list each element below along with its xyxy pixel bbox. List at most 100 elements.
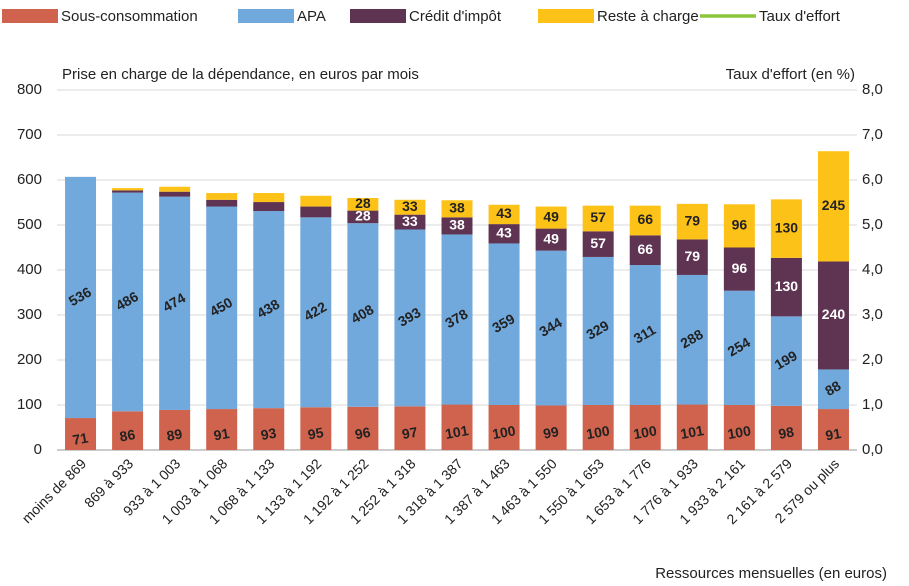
y-tick-label: 600 xyxy=(17,171,42,188)
legend-label: APA xyxy=(297,8,326,25)
bar-segment xyxy=(347,210,379,224)
data-label: 33 xyxy=(402,213,418,229)
data-label: 43 xyxy=(496,205,512,221)
bar-segment xyxy=(629,235,661,266)
x-axis-title: Ressources mensuelles (en euros) xyxy=(655,565,887,582)
data-label: 79 xyxy=(685,212,701,228)
legend-label: Crédit d'impôt xyxy=(409,8,502,25)
data-label: 57 xyxy=(590,209,606,225)
bar-segment xyxy=(770,257,802,317)
data-label: 86 xyxy=(118,426,136,444)
data-label: 100 xyxy=(491,422,517,442)
bar-segment xyxy=(112,190,144,193)
data-label: 49 xyxy=(543,208,559,224)
y2-tick-label: 3,0 xyxy=(862,306,883,323)
bar-segment xyxy=(206,199,238,207)
bar-segment xyxy=(817,369,849,410)
y-tick-label: 400 xyxy=(17,261,42,278)
data-label: 33 xyxy=(402,198,418,214)
bar-segment xyxy=(629,405,661,450)
y2-tick-label: 7,0 xyxy=(862,126,883,143)
data-label: 245 xyxy=(822,197,846,213)
bar-segment xyxy=(253,202,285,212)
data-label: 91 xyxy=(824,425,842,443)
y-tick-label: 100 xyxy=(17,396,42,413)
y2-tick-label: 8,0 xyxy=(862,81,883,98)
y-tick-label: 300 xyxy=(17,306,42,323)
bar-segment xyxy=(253,193,285,203)
bar-segment xyxy=(723,247,755,291)
bar-segment xyxy=(159,191,191,197)
bar-segment xyxy=(488,243,520,405)
data-label: 95 xyxy=(307,424,325,442)
bar-segment xyxy=(112,411,144,450)
bar-segment xyxy=(394,214,426,230)
bar-segment xyxy=(347,406,379,450)
bar-segment xyxy=(676,239,708,275)
data-label: 98 xyxy=(777,423,795,441)
bar-segment xyxy=(676,404,708,450)
y2-tick-label: 2,0 xyxy=(862,351,883,368)
y2-tick-label: 6,0 xyxy=(862,171,883,188)
data-label: 99 xyxy=(542,423,560,441)
data-label: 28 xyxy=(355,208,371,224)
legend-label: Sous-consommation xyxy=(61,8,198,25)
legend-swatch xyxy=(538,9,594,23)
data-label: 66 xyxy=(637,241,653,257)
bar-segment xyxy=(629,265,661,405)
legend-swatch xyxy=(350,9,406,23)
bar-segment xyxy=(441,217,473,235)
y-tick-label: 800 xyxy=(17,81,42,98)
bar-segment xyxy=(347,198,379,211)
legend-swatch xyxy=(2,9,58,23)
bar-segment xyxy=(441,234,473,405)
data-label: 89 xyxy=(165,425,183,443)
bar-segment xyxy=(394,406,426,450)
data-label: 100 xyxy=(632,422,658,442)
bar-segment xyxy=(488,405,520,450)
data-label: 38 xyxy=(449,200,465,216)
bar-segment xyxy=(300,407,332,450)
y2-tick-label: 5,0 xyxy=(862,216,883,233)
data-label: 57 xyxy=(590,235,606,251)
bar-segment xyxy=(535,228,567,251)
bar-segment xyxy=(629,205,661,236)
data-label: 49 xyxy=(543,230,559,246)
bar-segment xyxy=(770,199,802,258)
bar-segment xyxy=(394,229,426,407)
legend-label: Taux d'effort xyxy=(759,8,841,25)
bar-segment xyxy=(159,409,191,450)
bar-segment xyxy=(582,231,614,257)
bar-segment xyxy=(112,192,144,412)
data-label: 93 xyxy=(259,425,277,443)
bar-segment xyxy=(441,200,473,218)
bar-segment xyxy=(441,404,473,450)
data-label: 100 xyxy=(726,422,752,442)
data-label: 97 xyxy=(401,424,419,442)
bar-segment xyxy=(676,274,708,405)
bar-segment xyxy=(723,405,755,450)
bar-segment xyxy=(817,151,849,262)
data-label: 240 xyxy=(822,306,846,322)
legend-label: Reste à charge xyxy=(597,8,699,25)
data-label: 96 xyxy=(732,217,748,233)
bar-segment xyxy=(770,405,802,450)
data-label: 79 xyxy=(685,248,701,264)
y-axis-title: Prise en charge de la dépendance, en eur… xyxy=(62,66,419,83)
bar-segment xyxy=(253,211,285,409)
bar-segment xyxy=(159,196,191,410)
data-label: 28 xyxy=(355,195,371,211)
data-label: 43 xyxy=(496,224,512,240)
y-tick-label: 500 xyxy=(17,216,42,233)
data-label: 96 xyxy=(732,260,748,276)
data-label: 71 xyxy=(71,429,89,447)
data-label: 100 xyxy=(585,422,611,442)
bar-segment xyxy=(535,405,567,450)
bar-segment xyxy=(206,206,238,410)
y2-tick-label: 1,0 xyxy=(862,396,883,413)
bar-segment xyxy=(159,186,191,192)
legend-swatch xyxy=(238,9,294,23)
bar-segment xyxy=(723,290,755,405)
y-tick-label: 700 xyxy=(17,126,42,143)
